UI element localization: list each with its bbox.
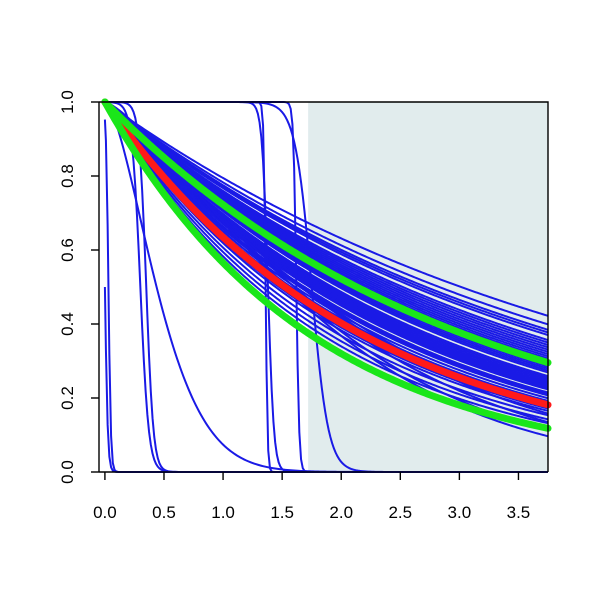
sample-curve-exp-40 — [104, 101, 549, 421]
sample-curve-exp-0 — [104, 101, 549, 317]
y-tick-label: 0.8 — [58, 164, 77, 188]
y-tick-label: 1.0 — [58, 90, 77, 114]
x-tick-label: 3.0 — [448, 503, 472, 522]
x-tick-label: 1.5 — [270, 503, 294, 522]
y-tick-label: 0.6 — [58, 238, 77, 262]
y-axis-ticks: 0.0 0.2 0.4 0.6 0.8 1.0 — [58, 90, 99, 484]
x-tick-label: 0.0 — [93, 503, 117, 522]
sample-curve-exp-1 — [104, 101, 549, 326]
upper-curve — [101, 98, 552, 367]
x-axis-ticks: 0.0 0.5 1.0 1.5 2.0 2.5 3.0 3.5 — [93, 472, 530, 522]
x-tick-label: 0.5 — [152, 503, 176, 522]
x-tick-label: 2.5 — [388, 503, 412, 522]
sample-curve-exp-4 — [104, 101, 549, 336]
x-tick-label: 1.0 — [211, 503, 235, 522]
x-tick-label: 2.0 — [329, 503, 353, 522]
plot-frame — [99, 101, 549, 472]
median-curve — [101, 98, 552, 409]
y-tick-label: 0.0 — [58, 460, 77, 484]
lower-curve — [101, 98, 552, 432]
x-tick-label: 3.5 — [507, 503, 531, 522]
y-tick-label: 0.2 — [58, 386, 77, 410]
sample-curve-exp-39 — [104, 101, 549, 417]
summary-curves — [101, 98, 552, 432]
y-tick-label: 0.4 — [58, 312, 77, 336]
sample-curve-exp-29 — [104, 101, 549, 391]
